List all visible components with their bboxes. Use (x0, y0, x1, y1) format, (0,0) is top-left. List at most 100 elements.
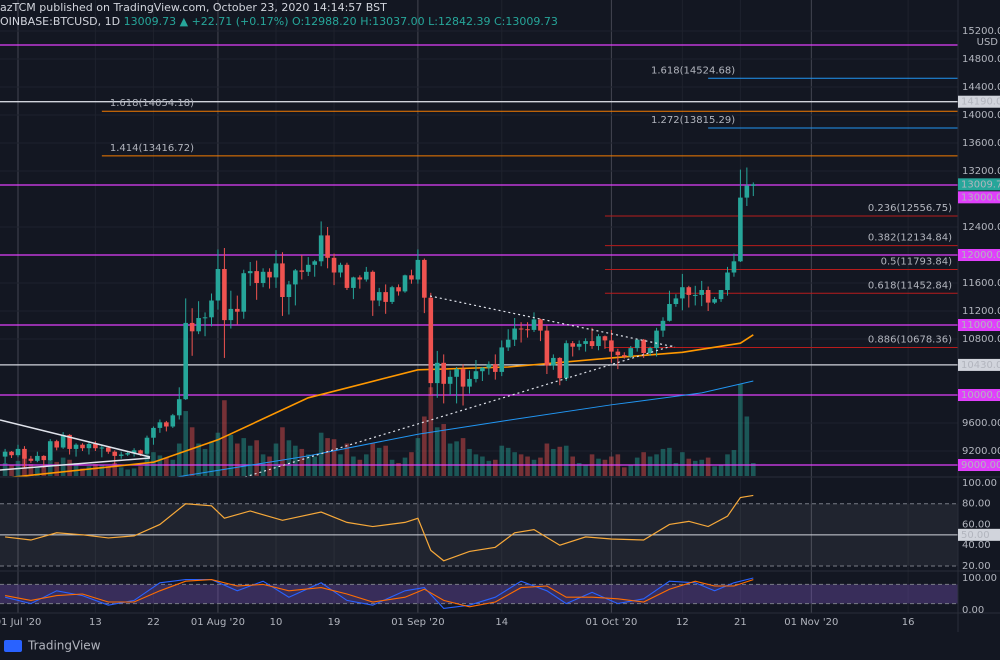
volume-bar (170, 459, 176, 476)
candle-body (428, 297, 434, 384)
volume-bar (673, 463, 679, 476)
candle-body (563, 343, 569, 379)
candle-body (570, 343, 575, 347)
candle-body (144, 437, 150, 454)
brand[interactable]: TradingView (27, 639, 101, 653)
volume-bar (686, 458, 692, 476)
volume-bar (267, 456, 272, 476)
candle-body (35, 455, 40, 461)
volume-bar (551, 448, 556, 476)
volume-bar (241, 438, 247, 476)
indicator-panes (0, 494, 958, 609)
x-tick-label: 01 Aug '20 (191, 617, 245, 628)
candle-body (402, 275, 408, 292)
high: H:13037.00 (360, 15, 424, 28)
volume-bar (138, 466, 143, 476)
volume-bar (428, 387, 434, 476)
volume-bar (660, 448, 666, 476)
candle-body (351, 277, 356, 288)
candle-body (67, 434, 72, 449)
volume-bar (454, 441, 459, 476)
candle-body (260, 271, 266, 284)
volume-bar (396, 463, 401, 476)
volume-bar (680, 452, 685, 476)
candle-body (480, 367, 485, 372)
stoch-tick-label: 100.00 (962, 573, 997, 584)
level-box (958, 459, 1000, 472)
volume-bar (370, 443, 376, 476)
stoch-tick-label: 0.00 (962, 605, 984, 616)
y-tick-label: 14000.00 (962, 110, 1000, 121)
y-tick-label: 13600.00 (962, 138, 1000, 149)
candle-body (376, 292, 382, 301)
candle-body (473, 371, 479, 379)
candle-body (138, 450, 143, 454)
candle-body (705, 290, 711, 303)
publisher: azTCM published on TradingView.com, Octo… (0, 1, 387, 14)
candle-body (441, 362, 446, 384)
x-tick-label: 19 (328, 617, 341, 628)
candle-body (228, 308, 234, 321)
fib-label: 0.382(12134.84) (868, 233, 952, 244)
candle-body (525, 329, 530, 331)
candle-body (615, 351, 621, 356)
footer-bar (0, 633, 1000, 660)
candle-body (389, 287, 395, 302)
fib-label: 0.618(11452.84) (868, 280, 952, 291)
volume-bar (699, 459, 704, 476)
volume-bar (628, 465, 634, 476)
candle-body (280, 263, 285, 298)
low: L:12842.39 (428, 15, 490, 28)
volume-bar (570, 456, 575, 476)
candle-body (15, 448, 21, 456)
volume-bar (125, 469, 130, 476)
volume-bar (460, 438, 466, 476)
volume-bar (189, 427, 195, 476)
currency: USD (977, 37, 999, 48)
volume-bar (80, 468, 85, 476)
volume-bar (73, 463, 79, 476)
volume-bar (641, 452, 646, 476)
rsi-mid-label: 50.00 (961, 530, 990, 541)
candle-body (738, 197, 743, 262)
candle-body (344, 264, 350, 288)
volume-bar (280, 427, 285, 476)
symbol: OINBASE:BTCUSD, 1D (0, 15, 120, 28)
volume-bar (712, 466, 717, 476)
candle-body (9, 451, 14, 456)
level-box (958, 95, 1000, 108)
candle-body (609, 340, 614, 352)
symbol-line: OINBASE:BTCUSD, 1D 13009.73 ▲ +22.71 (+0… (0, 15, 558, 28)
y-tick-label: 13200.00 (962, 166, 1000, 177)
volume-bar (596, 458, 601, 476)
candle-body (338, 264, 343, 273)
volume-bar (325, 438, 330, 476)
candle-body (2, 451, 8, 457)
level-box (958, 389, 1000, 402)
volume-bar (383, 445, 388, 476)
moving-average (173, 380, 754, 477)
volume-bar (667, 447, 672, 476)
volume-bar (86, 466, 92, 476)
volume-bar (480, 456, 485, 476)
candle-body (222, 269, 227, 321)
candle-body (215, 269, 221, 301)
candle-body (718, 290, 724, 300)
candle-body (47, 441, 53, 461)
y-tick-label: 12400.00 (962, 222, 1000, 233)
candle-body (99, 447, 105, 449)
volume-bar (9, 465, 14, 476)
candle-body (467, 378, 472, 387)
volume-bar (112, 463, 118, 476)
candle-body (80, 444, 85, 449)
candle-body (486, 364, 492, 368)
volume-bar (544, 443, 550, 476)
candle-body (680, 287, 685, 299)
candle-body (460, 369, 466, 387)
candle-body (596, 336, 601, 347)
candle-body (493, 364, 498, 372)
volume-bar (705, 457, 711, 476)
volume-bar (447, 443, 453, 476)
candle-body (247, 271, 253, 274)
